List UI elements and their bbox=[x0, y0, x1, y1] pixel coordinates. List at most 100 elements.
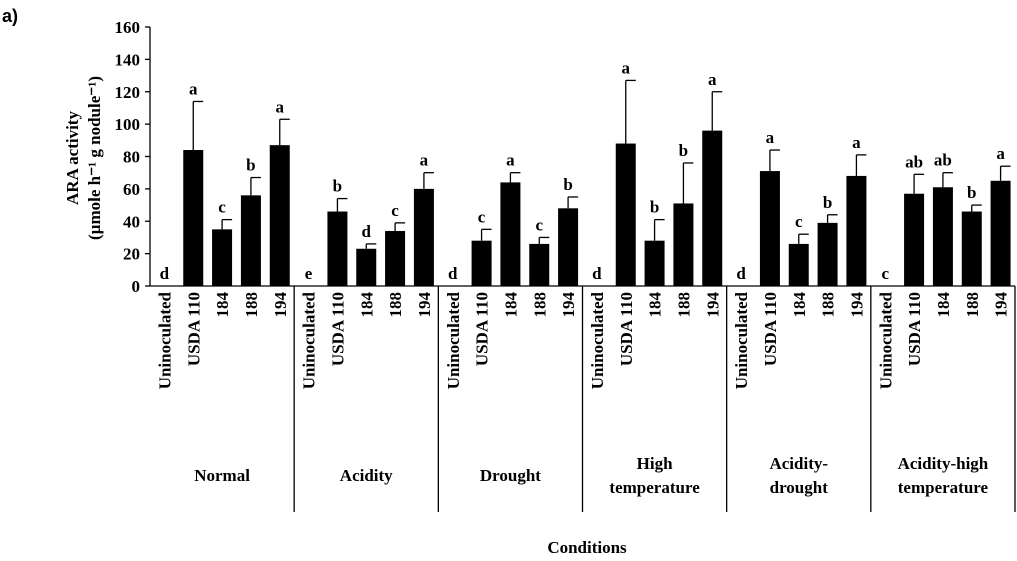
significance-letter: b bbox=[679, 141, 688, 160]
significance-letter: b bbox=[246, 156, 255, 175]
significance-letter: a bbox=[766, 128, 775, 147]
x-tick-label: 188 bbox=[530, 292, 549, 318]
x-tick-label: 184 bbox=[646, 292, 665, 318]
x-tick-label: 194 bbox=[271, 292, 290, 318]
x-tick-label: Uninoculated bbox=[300, 291, 319, 389]
y-tick-label: 140 bbox=[115, 50, 141, 69]
significance-letter: c bbox=[478, 207, 486, 226]
x-tick-label: USDA 110 bbox=[905, 292, 924, 366]
x-tick-label: Uninoculated bbox=[876, 291, 895, 389]
x-tick-label: 188 bbox=[386, 292, 405, 318]
x-tick-label: 188 bbox=[242, 292, 261, 318]
x-tick-label: USDA 110 bbox=[184, 292, 203, 366]
bar bbox=[558, 208, 579, 286]
bar bbox=[529, 243, 550, 286]
y-tick-label: 60 bbox=[123, 180, 140, 199]
x-tick-label: 184 bbox=[934, 292, 953, 318]
significance-letter: c bbox=[881, 264, 889, 283]
group-label: temperature bbox=[609, 478, 700, 497]
bar bbox=[702, 130, 723, 286]
bar bbox=[817, 222, 838, 286]
group-label: High bbox=[637, 454, 673, 473]
group-label: Acidity- bbox=[769, 454, 828, 473]
bar bbox=[846, 175, 867, 286]
bar bbox=[904, 193, 925, 286]
group-label: Acidity bbox=[340, 466, 393, 485]
bar bbox=[500, 182, 521, 286]
y-tick-label: 120 bbox=[115, 83, 141, 102]
bar bbox=[673, 203, 694, 286]
group-label: Normal bbox=[194, 466, 250, 485]
x-tick-label: 194 bbox=[559, 292, 578, 318]
significance-letter: d bbox=[736, 264, 746, 283]
bar bbox=[385, 230, 406, 286]
x-tick-label: 194 bbox=[847, 292, 866, 318]
significance-letter: d bbox=[448, 264, 458, 283]
x-tick-label: 194 bbox=[992, 292, 1011, 318]
group-label: drought bbox=[770, 478, 829, 497]
significance-letter: b bbox=[823, 193, 832, 212]
x-tick-label: USDA 110 bbox=[473, 292, 492, 366]
bar bbox=[759, 171, 780, 286]
bar bbox=[961, 211, 982, 286]
significance-letter: a bbox=[852, 133, 861, 152]
x-tick-label: Uninoculated bbox=[588, 291, 607, 389]
bar bbox=[788, 243, 809, 286]
y-tick-label: 100 bbox=[115, 115, 141, 134]
significance-letter: a bbox=[189, 79, 198, 98]
significance-letter: a bbox=[996, 144, 1005, 163]
x-tick-label: 194 bbox=[703, 292, 722, 318]
significance-letter: ab bbox=[905, 152, 923, 171]
bar bbox=[413, 188, 434, 286]
y-tick-label: 80 bbox=[123, 148, 140, 167]
significance-letter: b bbox=[563, 175, 572, 194]
bar bbox=[615, 143, 636, 286]
x-axis-title: Conditions bbox=[547, 538, 627, 557]
x-tick-label: Uninoculated bbox=[732, 291, 751, 389]
significance-letter: d bbox=[362, 222, 372, 241]
bar bbox=[356, 248, 377, 286]
significance-letter: e bbox=[305, 264, 313, 283]
bar bbox=[932, 187, 953, 286]
significance-letter: d bbox=[160, 264, 170, 283]
x-tick-label: 188 bbox=[963, 292, 982, 318]
x-tick-label: 184 bbox=[213, 292, 232, 318]
significance-letter: b bbox=[650, 198, 659, 217]
significance-letter: a bbox=[276, 97, 285, 116]
significance-letter: c bbox=[218, 198, 226, 217]
significance-letter: c bbox=[795, 212, 803, 231]
bar bbox=[269, 145, 290, 286]
significance-letter: a bbox=[708, 70, 717, 89]
group-label: Drought bbox=[480, 466, 541, 485]
significance-letter: ab bbox=[934, 151, 952, 170]
panel-label: a) bbox=[2, 6, 18, 26]
bar bbox=[240, 195, 261, 286]
significance-letter: a bbox=[622, 58, 631, 77]
significance-letter: b bbox=[333, 177, 342, 196]
significance-letter: d bbox=[592, 264, 602, 283]
x-tick-label: USDA 110 bbox=[328, 292, 347, 366]
x-tick-label: Uninoculated bbox=[155, 291, 174, 389]
x-tick-label: 188 bbox=[674, 292, 693, 318]
bar bbox=[990, 180, 1011, 286]
y-axis-title: (µmole h⁻¹ g nodule⁻¹) bbox=[85, 76, 104, 240]
bar bbox=[327, 211, 348, 286]
y-tick-label: 0 bbox=[132, 277, 141, 296]
x-tick-label: USDA 110 bbox=[761, 292, 780, 366]
significance-letter: b bbox=[967, 183, 976, 202]
x-tick-label: Uninoculated bbox=[444, 291, 463, 389]
bar bbox=[644, 240, 665, 286]
significance-letter: c bbox=[535, 215, 543, 234]
bar bbox=[471, 240, 492, 286]
y-tick-label: 20 bbox=[123, 245, 140, 264]
significance-letter: a bbox=[506, 151, 515, 170]
group-label: temperature bbox=[898, 478, 989, 497]
y-axis-title: ARA activity bbox=[63, 111, 82, 205]
x-tick-label: USDA 110 bbox=[617, 292, 636, 366]
bar bbox=[212, 229, 233, 286]
bar bbox=[183, 150, 204, 286]
significance-letter: a bbox=[420, 151, 429, 170]
x-tick-label: 188 bbox=[819, 292, 838, 318]
significance-letter: c bbox=[391, 201, 399, 220]
